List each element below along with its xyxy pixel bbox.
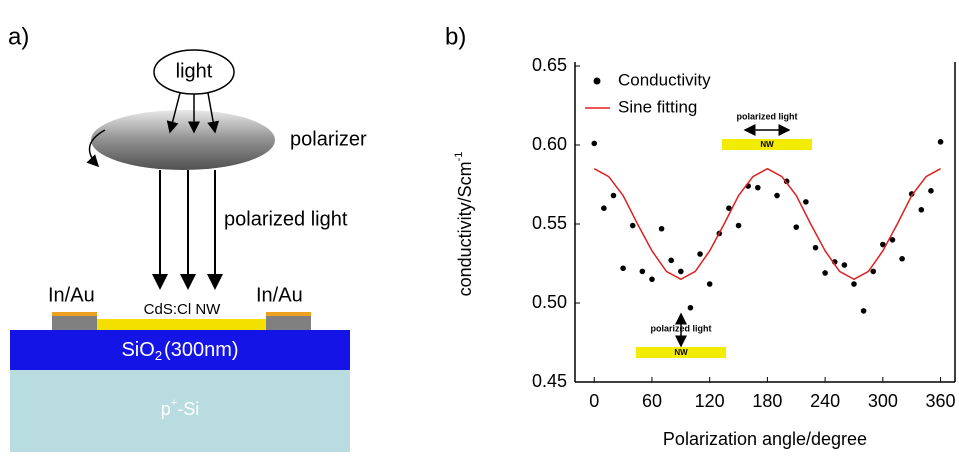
x-axis-title: Polarization angle/degree: [663, 429, 867, 449]
contact-gold: [52, 312, 97, 316]
x-tick-label: 60: [642, 391, 662, 411]
figure: a) light polarizer polarized light In/Au…: [0, 0, 959, 452]
legend-label: Sine fitting: [618, 97, 697, 116]
fit-line: [594, 169, 940, 280]
y-label: conductivity/Scm: [455, 161, 475, 296]
data-point: [851, 281, 857, 287]
data-point: [649, 277, 655, 283]
inset-caption: polarized light: [736, 111, 797, 121]
polarizer-label: polarizer: [290, 128, 367, 150]
panel-label: b): [445, 23, 466, 50]
y-tick-label: 0.60: [532, 134, 567, 154]
data-point: [668, 258, 674, 264]
data-point: [697, 251, 703, 257]
light-label: light: [176, 60, 213, 82]
data-point: [591, 141, 597, 147]
data-point: [938, 139, 944, 145]
substrate-rest: -Si: [177, 399, 199, 419]
x-tick-label: 0: [589, 391, 599, 411]
data-point: [755, 185, 761, 191]
data-point: [803, 199, 809, 205]
contact-pad: [52, 314, 97, 330]
polarized-light-label: polarized light: [224, 208, 348, 230]
x-tick-label: 180: [752, 391, 782, 411]
data-point: [899, 256, 905, 262]
y-tick-label: 0.55: [532, 213, 567, 233]
data-point: [601, 205, 607, 211]
legend-marker: [594, 78, 601, 85]
data-point: [640, 269, 646, 275]
data-point: [861, 308, 867, 314]
panel-label: a): [8, 23, 29, 50]
nanowire-label: CdS:Cl NW: [144, 301, 222, 318]
data-point: [620, 265, 626, 271]
inset-label: NW: [760, 140, 774, 149]
data-point: [678, 269, 684, 275]
y-label-sup: -1: [453, 152, 465, 162]
x-tick-label: 360: [926, 391, 956, 411]
data-point: [774, 193, 780, 199]
data-point: [630, 223, 636, 229]
oxide-label: SiO2(300nm): [121, 339, 238, 363]
contact-label: In/Au: [256, 284, 303, 306]
data-point: [793, 224, 799, 230]
legend-label: Conductivity: [618, 70, 711, 89]
substrate-label: p+-Si: [161, 397, 199, 419]
data-point: [688, 305, 694, 311]
contact-gold: [266, 312, 311, 316]
data-point: [736, 223, 742, 229]
data-point: [813, 245, 819, 251]
data-point: [659, 226, 665, 232]
contact-label: In/Au: [48, 284, 95, 306]
nanowire: [97, 319, 266, 330]
inset-label: NW: [674, 348, 688, 357]
y-axis-title: conductivity/Scm-1: [453, 152, 475, 297]
polarizer: [91, 110, 275, 170]
oxide-thickness: (300nm): [164, 339, 238, 361]
contact-pad: [266, 314, 311, 330]
oxide-sub: 2: [155, 348, 162, 363]
data-point: [822, 270, 828, 276]
oxide: SiO: [121, 339, 154, 361]
x-tick-label: 300: [868, 391, 898, 411]
substrate: p: [161, 399, 171, 419]
data-point: [870, 269, 876, 275]
data-point: [707, 281, 713, 287]
x-tick-label: 240: [810, 391, 840, 411]
x-tick-label: 120: [695, 391, 725, 411]
data-point: [842, 262, 848, 268]
y-tick-label: 0.45: [532, 371, 567, 391]
y-tick-label: 0.50: [532, 292, 567, 312]
data-point: [928, 188, 934, 194]
y-tick-label: 0.65: [532, 55, 567, 75]
data-point: [919, 207, 925, 213]
data-point: [611, 193, 617, 199]
